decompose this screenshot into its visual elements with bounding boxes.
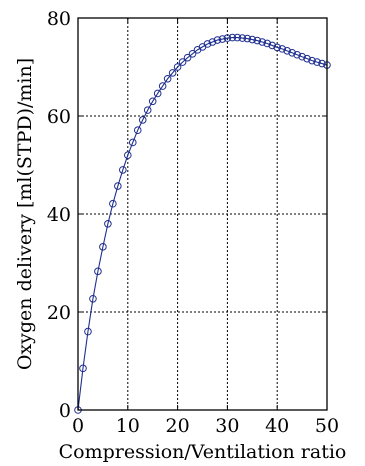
data-point (273, 43, 282, 52)
data-point (268, 41, 277, 50)
data-point (258, 38, 267, 46)
data-point (218, 35, 227, 43)
data-point (143, 106, 152, 114)
data-point (163, 74, 172, 83)
data-point (79, 364, 87, 373)
data-point (119, 166, 127, 174)
data-point (173, 63, 182, 71)
data-point (158, 82, 167, 90)
data-point (114, 182, 122, 190)
data-point (128, 138, 137, 147)
data-point (288, 48, 296, 57)
data-point (293, 50, 301, 59)
x-tick-label: 40 (265, 415, 289, 437)
x-tick-label: 50 (315, 415, 339, 437)
data-point (213, 36, 222, 44)
data-point (148, 97, 157, 106)
data-point (253, 36, 262, 45)
data-point (313, 58, 321, 66)
data-point (263, 39, 272, 48)
data-point (233, 33, 242, 42)
y-tick-label: 20 (47, 302, 71, 324)
data-point (138, 116, 147, 124)
data-point (303, 54, 311, 63)
data-point (188, 49, 197, 58)
data-point (153, 89, 162, 98)
x-axis-label: Compression/Ventilation ratio (59, 441, 347, 463)
x-tick-label: 20 (166, 415, 190, 437)
tick-marks (77, 17, 328, 411)
data-point (308, 56, 316, 65)
y-tick-label: 0 (59, 400, 71, 422)
data-point (183, 53, 192, 62)
x-tick-label: 10 (116, 415, 140, 437)
x-tick-label: 30 (215, 415, 239, 437)
data-point (94, 267, 102, 276)
data-point (104, 220, 112, 228)
data-point (243, 34, 252, 43)
data-point (203, 40, 212, 48)
data-point (238, 34, 247, 42)
data-point (278, 45, 286, 53)
data-point (84, 327, 92, 336)
data-point (248, 35, 257, 44)
x-tick-label: 0 (72, 415, 84, 437)
data-point (318, 59, 326, 68)
y-tick-label: 80 (47, 8, 71, 30)
data-point (178, 58, 187, 66)
y-axis-label: Oxygen delivery [ml(STPD)/min] (14, 58, 36, 370)
data-point (298, 52, 306, 61)
data-point (228, 33, 237, 42)
data-point (124, 151, 132, 159)
data-point (109, 199, 117, 208)
y-tick-label: 60 (47, 106, 71, 128)
data-point (223, 34, 232, 42)
data-point (168, 69, 177, 77)
series-group (74, 33, 331, 414)
tick-labels: 0 10 20 30 40 50 0 20 40 60 80 (47, 8, 339, 437)
y-tick-label: 40 (47, 204, 71, 226)
series-line (77, 37, 328, 411)
grid-lines (78, 18, 327, 410)
data-point (208, 38, 217, 46)
data-point (133, 126, 142, 135)
data-point (283, 47, 291, 55)
data-point (89, 294, 97, 303)
data-point (99, 243, 107, 251)
